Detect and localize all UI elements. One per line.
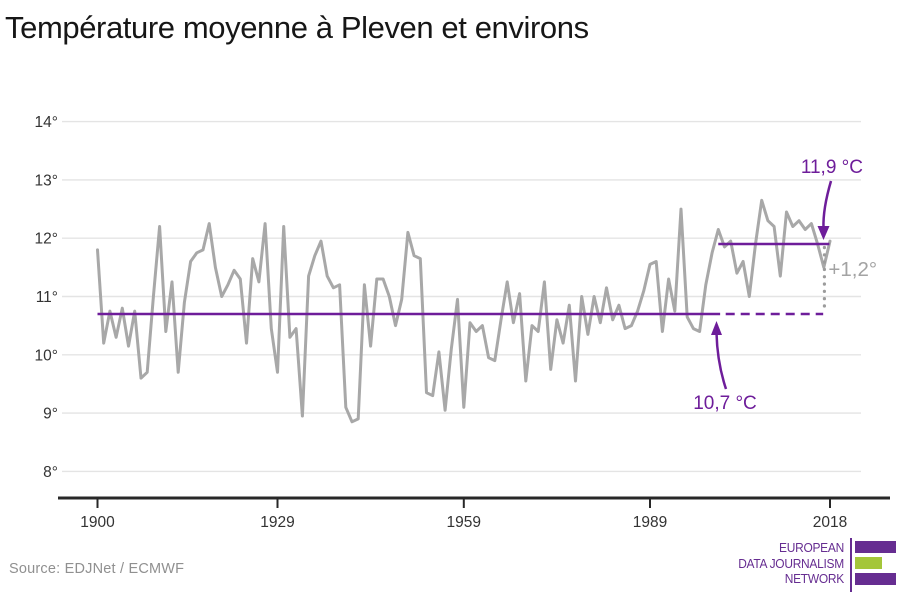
annotation-arrowhead-low [711, 321, 722, 335]
logo-bar-middle [855, 557, 882, 569]
y-tick-label: 8° [43, 464, 58, 481]
logo-line-data-journalism: DATA JOURNALISM [737, 555, 844, 571]
y-tick-label: 9° [43, 406, 58, 423]
logo-divider [849, 538, 852, 592]
x-tick-label: 1929 [260, 514, 294, 531]
edjnet-logo: EUROPEAN DATA JOURNALISM NETWORK [729, 537, 900, 595]
annotation-arrowhead-high [817, 226, 830, 240]
logo-bars [855, 537, 900, 595]
logo-wordmark: EUROPEAN DATA JOURNALISM NETWORK [738, 537, 844, 595]
temperature-line [96, 198, 832, 424]
y-tick-label: 12° [35, 231, 58, 248]
source-note: Source: EDJNet / ECMWF [9, 561, 185, 577]
x-tick-label: 1959 [447, 514, 481, 531]
y-tick-label: 13° [35, 172, 58, 189]
y-tick-label: 14° [35, 114, 58, 131]
annotation-arrow-low [715, 332, 728, 390]
page-title: Température moyenne à Pleven et environs [5, 10, 589, 45]
logo-line-network: NETWORK [784, 571, 844, 587]
logo-bar-bottom [855, 573, 896, 585]
high-annotation-label: 11,9 °C [801, 157, 863, 178]
low-annotation-label: 10,7 °C [693, 393, 757, 414]
x-tick-label: 2018 [813, 514, 847, 531]
y-tick-label: 10° [35, 347, 58, 364]
annotation-arrow-high [822, 180, 833, 229]
y-tick-label: 11° [36, 289, 58, 306]
logo-bar-top [855, 541, 896, 553]
x-tick-label: 1900 [80, 514, 115, 531]
logo-line-european: EUROPEAN [778, 540, 844, 555]
x-tick-label: 1989 [633, 514, 667, 531]
delta-label: +1,2° [828, 258, 877, 281]
